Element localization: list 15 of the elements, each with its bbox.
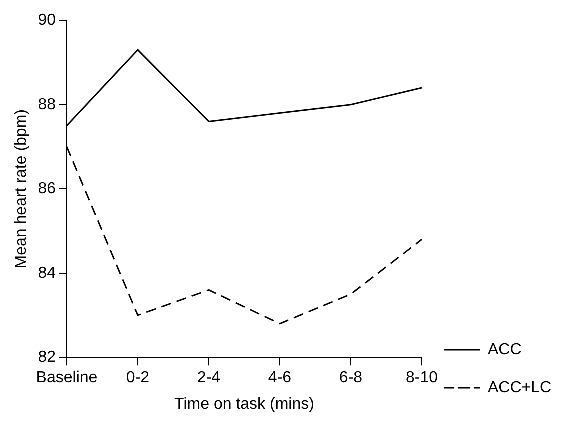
legend-label: ACC+LC <box>488 379 552 396</box>
x-tick-label: 4-6 <box>268 370 292 387</box>
x-axis-title: Time on task (mins) <box>174 396 314 413</box>
x-tick-label: 0-2 <box>126 370 150 387</box>
y-tick-label: 84 <box>38 264 56 282</box>
x-tick-label: 2-4 <box>197 370 221 387</box>
y-tick-label: 88 <box>38 96 56 114</box>
y-tick-label: 90 <box>38 12 56 30</box>
x-tick-label: Baseline <box>36 370 98 387</box>
x-tick-label: 6-8 <box>339 370 363 387</box>
y-axis-title: Mean heart rate (bpm) <box>13 110 30 269</box>
y-tick-label: 82 <box>38 349 56 366</box>
x-tick-label: 8-10 <box>406 370 438 387</box>
legend-label: ACC <box>488 341 522 358</box>
y-tick-label: 86 <box>38 180 56 198</box>
